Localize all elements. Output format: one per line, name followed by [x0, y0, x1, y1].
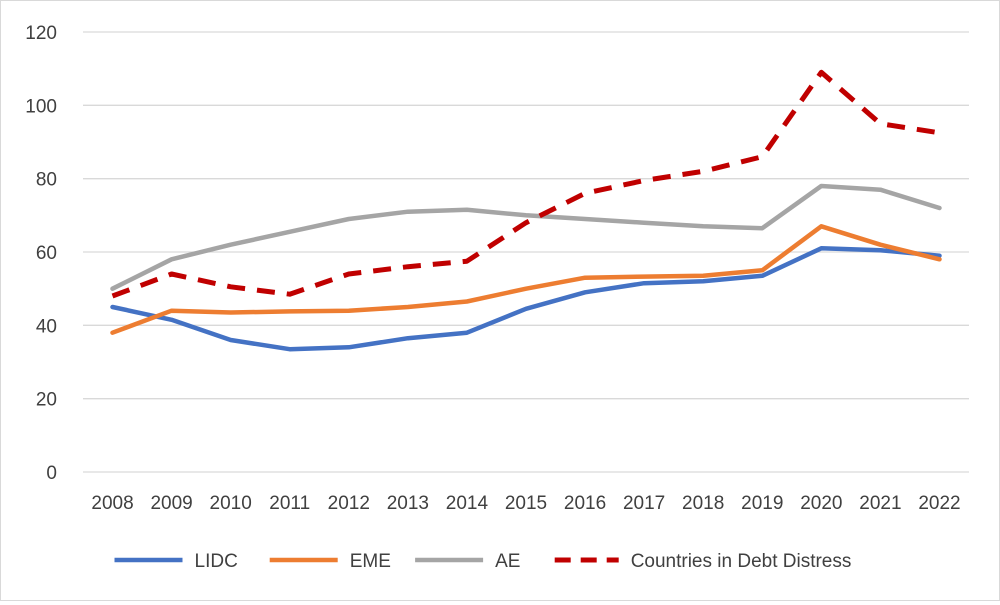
x-tick-label: 2016 [564, 493, 606, 514]
y-tick-label: 120 [25, 23, 57, 44]
x-tick-label: 2013 [387, 493, 429, 514]
x-tick-label: 2010 [210, 493, 252, 514]
legend-label: LIDC [195, 551, 238, 572]
y-tick-label: 20 [36, 390, 57, 411]
legend-label: AE [495, 551, 520, 572]
x-tick-label: 2022 [918, 493, 960, 514]
legend-item: Countries in Debt Distress [550, 551, 852, 572]
gridlines [83, 31, 969, 473]
x-tick-label: 2011 [269, 493, 310, 514]
legend-label: Countries in Debt Distress [631, 551, 852, 572]
y-tick-label: 0 [46, 463, 57, 484]
x-tick-label: 2008 [91, 493, 133, 514]
legend-label: EME [350, 551, 391, 572]
series-line-ae [110, 183, 942, 291]
x-tick-label: 2021 [859, 493, 901, 514]
y-axis-tick-labels: 0 20 40 60 80 100 120 [25, 23, 57, 484]
x-tick-label: 2017 [623, 493, 665, 514]
x-tick-label: 2012 [328, 493, 370, 514]
y-tick-label: 80 [36, 170, 57, 191]
y-tick-label: 60 [36, 243, 57, 264]
series-lines [110, 69, 942, 352]
series-line-countries-in-debt-distress [111, 69, 940, 299]
x-tick-label: 2020 [800, 493, 842, 514]
x-tick-label: 2018 [682, 493, 724, 514]
x-axis-tick-labels: 2008 2009 2010 2011 2012 2013 2014 2015 2016 2017… [91, 493, 960, 514]
x-tick-label: 2009 [150, 493, 192, 514]
series-line-eme [110, 224, 942, 335]
legend-item: EME [269, 551, 391, 572]
y-tick-label: 100 [25, 96, 57, 117]
legend-item: LIDC [114, 551, 238, 572]
x-tick-label: 2019 [741, 493, 783, 514]
legend: LIDC EME AE Countries in Debt Distress [114, 551, 852, 572]
series-line-lidc [110, 246, 942, 352]
x-tick-label: 2015 [505, 493, 547, 514]
x-tick-label: 2014 [446, 493, 489, 514]
legend-item: AE [415, 551, 520, 572]
y-tick-label: 40 [36, 316, 57, 337]
